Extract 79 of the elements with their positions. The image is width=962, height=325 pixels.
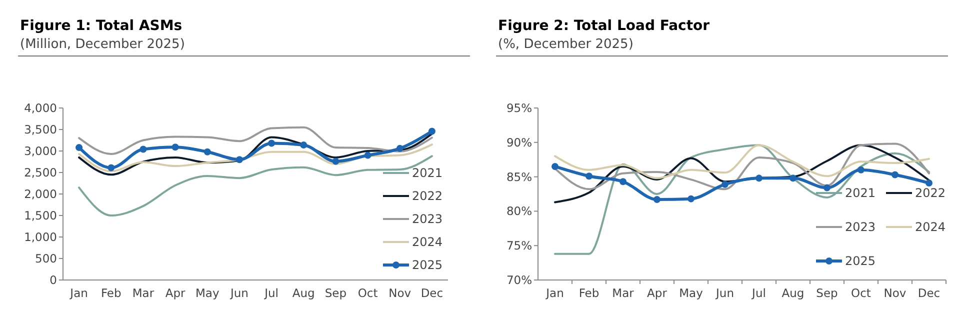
chart-subtitle: (%, December 2025)	[498, 37, 634, 52]
legend-label: 2023	[845, 220, 876, 234]
line-series	[78, 126, 433, 156]
y-tick-label: 70%	[506, 273, 532, 288]
y-tick-label: 2,500	[24, 166, 57, 180]
x-tick-label: Jun	[229, 286, 248, 300]
y-tick-label: 3,000	[24, 144, 57, 158]
line-series	[554, 144, 930, 180]
y-tick-label: 1,500	[24, 208, 57, 223]
x-tick-label: Jul	[264, 286, 278, 300]
legend-label: 2022	[412, 189, 443, 204]
point	[586, 172, 592, 180]
x-tick-label: Jul	[751, 286, 766, 300]
legend-label: 2024	[915, 220, 946, 234]
legend-label: 2021	[845, 186, 876, 200]
point	[268, 140, 276, 147]
y-tick-label: 500	[35, 252, 57, 266]
x-tick-label: Oct	[358, 286, 378, 300]
point	[428, 128, 436, 135]
y-tick-label: 90%	[506, 135, 532, 150]
x-tick-label: Jan	[545, 286, 564, 300]
chart-subtitle: (Million, December 2025)	[20, 37, 185, 52]
legend-label: 2024	[412, 235, 443, 250]
x-tick-label: Nov	[884, 286, 906, 300]
x-tick-label: Oct	[851, 286, 872, 300]
x-tick-label: Mar	[132, 286, 154, 300]
x-tick-label: Dec	[918, 286, 940, 300]
x-tick-label: Jun	[715, 286, 734, 300]
point	[300, 141, 308, 148]
point	[790, 174, 796, 182]
y-tick-label: 85%	[506, 170, 532, 184]
legend-label: 2025	[845, 254, 876, 268]
x-tick-label: May	[195, 286, 220, 300]
point	[204, 148, 211, 156]
legend-label: 2021	[412, 166, 443, 180]
x-tick-label: Jan	[69, 286, 88, 300]
point	[76, 144, 83, 152]
point	[654, 196, 660, 204]
x-tick-label: Mar	[612, 286, 634, 300]
point	[552, 162, 558, 170]
y-tick-label: 80%	[506, 204, 532, 218]
x-tick-label: Feb	[100, 286, 122, 300]
legend-label: 2023	[412, 212, 443, 226]
x-tick-label: Aug	[292, 286, 315, 300]
point	[892, 171, 898, 178]
point	[858, 166, 864, 174]
point	[236, 156, 243, 164]
x-tick-label: May	[679, 286, 704, 300]
point	[332, 158, 340, 165]
point	[108, 164, 115, 172]
x-tick-label: Aug	[782, 286, 804, 300]
point	[140, 146, 147, 153]
point	[172, 144, 179, 151]
y-tick-label: 95%	[506, 101, 532, 116]
point	[620, 178, 626, 186]
point	[722, 180, 728, 188]
x-tick-label: Sep	[816, 286, 838, 300]
point	[688, 195, 694, 202]
y-tick-label: 4,000	[24, 101, 57, 116]
chart-title: Figure 1: Total ASMs	[20, 18, 182, 34]
chart-title: Figure 2: Total Load Factor	[498, 18, 710, 34]
y-tick-label: 0	[50, 273, 57, 288]
y-tick-label: 2,000	[24, 187, 57, 202]
x-tick-label: Sep	[324, 286, 347, 300]
point	[364, 152, 372, 159]
y-tick-label: 1,000	[24, 230, 57, 244]
point	[756, 174, 762, 182]
point	[926, 179, 932, 186]
x-tick-label: Nov	[388, 286, 412, 300]
x-tick-label: Apr	[647, 286, 668, 300]
x-tick-label: Apr	[165, 286, 186, 300]
legend-label: 2025	[412, 258, 443, 272]
y-tick-label: 3,500	[24, 122, 57, 137]
point	[824, 184, 830, 192]
x-tick-label: Feb	[578, 286, 600, 300]
y-tick-label: 75%	[506, 238, 532, 253]
x-tick-label: Dec	[420, 286, 444, 300]
point	[396, 144, 404, 152]
legend-label: 2022	[915, 186, 946, 200]
